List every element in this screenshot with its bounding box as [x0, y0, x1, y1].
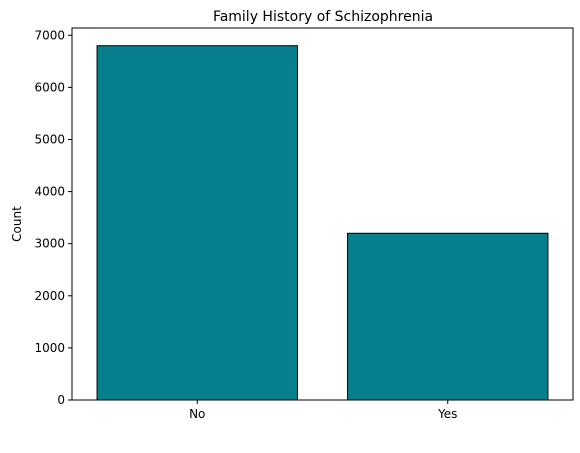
bar-yes	[347, 232, 549, 401]
x-tick-label: No	[189, 407, 205, 421]
y-tick-label: 0	[57, 393, 65, 407]
chart-title: Family History of Schizophrenia	[213, 9, 433, 25]
x-tick-label: Yes	[437, 407, 457, 421]
y-tick-label: 3000	[34, 237, 65, 251]
plot-frame	[71, 27, 574, 401]
y-axis-label: Count	[10, 206, 24, 242]
y-tick-label: 6000	[34, 80, 65, 94]
y-tick-label: 4000	[34, 185, 65, 199]
bar-no	[96, 45, 298, 401]
y-ticks-group: 0 1000 2000 3000 4000 5000 6000 7000	[34, 28, 72, 407]
y-tick-label: 1000	[34, 341, 65, 355]
y-tick-label: 2000	[34, 289, 65, 303]
x-ticks-group: No Yes	[189, 400, 457, 421]
y-tick-label: 5000	[34, 132, 65, 146]
bars-group	[96, 45, 549, 401]
y-tick-label: 7000	[34, 28, 65, 42]
